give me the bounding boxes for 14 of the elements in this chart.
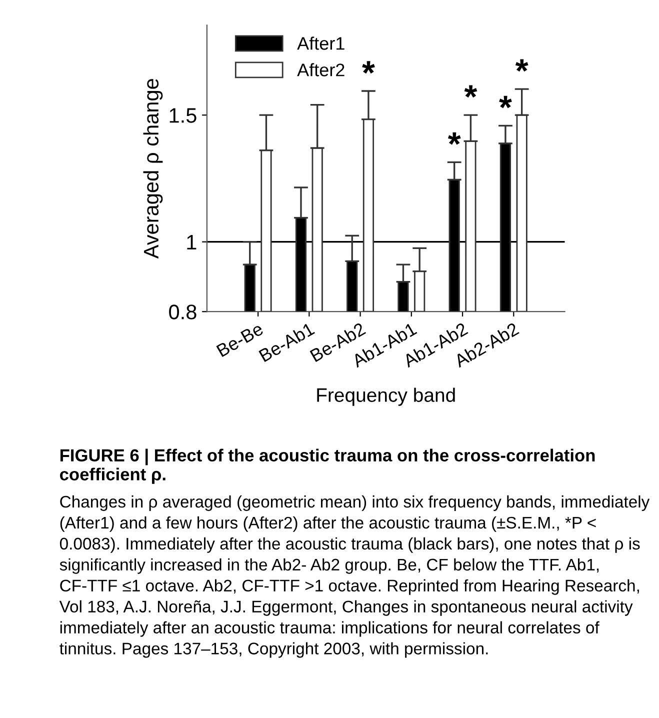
annotation: * (464, 85, 478, 98)
annotation: * (362, 61, 375, 74)
caption: FIGURE 6 | Effect of the acoustic trauma on the cross-correlation coefficient ρ. (60, 448, 595, 484)
annotation: * (499, 96, 512, 108)
x-axis-title: Frequency band (317, 388, 455, 406)
y-tick-label: 1.5 (170, 108, 196, 123)
y-tick-label: 1 (187, 235, 196, 250)
text: Changes in ρ averaged (geometric mean) into six frequency bands, immediately (After1) and a few hours (After2) after the acoustic trauma (±S.E.M., *P < 0.0083). Immediately after the acoustic trauma (black bars), one notes that ρ is significantly increased in the Ab2- Ab2 group. Be, CF below the TTF. Ab1, CF-TTF ≤1 octave. Ab2, CF-TTF >1 octave. Reprinted from Hearing Research, Vol 183, A.J. Noreña, J.J. Eggermont, Changes in spontaneous neural activity immediately after an acoustic trauma: implications for neural correlates of tinnitus. Pages 137–153, Copyright 2003, with permission. (59, 495, 650, 658)
annotation: * (515, 59, 528, 72)
legend-label: After2 (297, 63, 344, 76)
y-axis-title: Averaged ρ change (143, 78, 163, 259)
annotation: * (448, 132, 461, 145)
legend-label: After1 (297, 36, 344, 50)
y-tick-label: 0.8 (169, 304, 196, 320)
